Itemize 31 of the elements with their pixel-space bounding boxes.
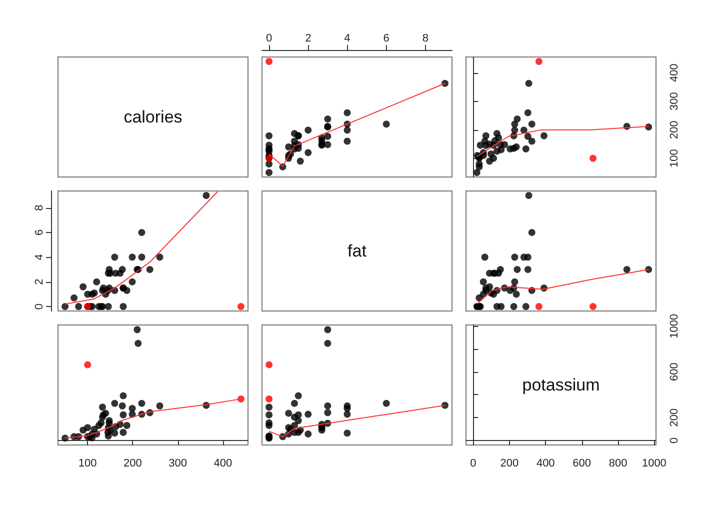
x-tick-label: 4 (344, 32, 350, 44)
y-tick-label: 1000 (668, 314, 680, 338)
y-tick-label: 400 (668, 64, 680, 82)
x-tick-label: 400 (536, 458, 555, 470)
y-tick-label: 100 (668, 149, 680, 168)
x-tick-label: 800 (608, 458, 628, 470)
x-tick-label: 0 (266, 32, 272, 44)
y-tick-label: 0 (668, 437, 680, 444)
text: calories (124, 108, 182, 126)
y-tick-label: 8 (34, 204, 46, 211)
x-tick-label: 100 (78, 458, 97, 470)
y-tick-label: 6 (34, 229, 46, 236)
y-tick-label: 2 (34, 278, 46, 285)
y-tick-label: 0 (34, 303, 46, 310)
x-tick-label: 200 (124, 458, 142, 470)
x-tick-label: 2 (305, 32, 312, 44)
x-tick-label: 400 (214, 458, 232, 470)
x-tick-label: 8 (422, 32, 428, 44)
x-tick-label: 0 (470, 458, 476, 470)
x-tick-label: 6 (383, 32, 390, 44)
y-tick-label: 200 (668, 120, 680, 139)
text: potassium (522, 376, 600, 394)
x-tick-label: 600 (572, 458, 591, 470)
y-tick-label: 300 (668, 92, 680, 111)
x-tick-label: 1000 (642, 458, 666, 470)
text: fat (348, 242, 367, 260)
x-tick-label: 200 (500, 458, 519, 470)
y-tick-label: 200 (668, 408, 680, 427)
x-tick-label: 300 (168, 458, 187, 470)
y-tick-label: 4 (34, 254, 46, 260)
y-tick-label: 600 (668, 362, 680, 382)
